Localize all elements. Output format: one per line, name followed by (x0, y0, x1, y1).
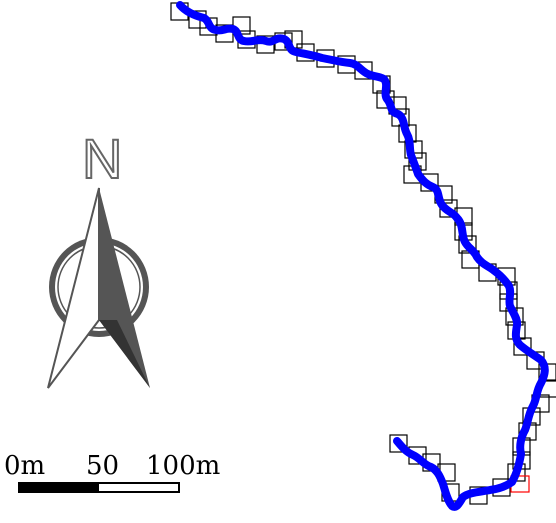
scale-label-100: 100m (146, 451, 220, 481)
north-arrow-icon: N (47, 126, 150, 389)
grid-cell (458, 235, 477, 254)
scale-bar: 0m 50 100m (4, 451, 220, 493)
scale-label-0: 0m (4, 451, 45, 481)
grid-cells (170, 2, 556, 505)
grid-cell (389, 434, 408, 453)
scale-label-50: 50 (86, 451, 119, 481)
grid-cell (354, 61, 373, 80)
north-label: N (82, 127, 122, 190)
grid-cell (513, 337, 532, 356)
route-track (176, 1, 549, 511)
